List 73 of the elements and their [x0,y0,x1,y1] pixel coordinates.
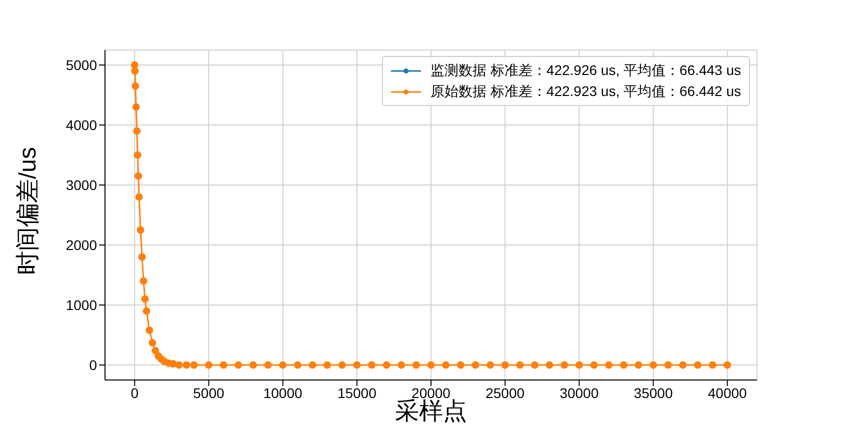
point [279,361,287,369]
point [442,361,450,369]
x-tick-label: 40000 [708,384,748,401]
x-tick-label: 35000 [634,384,673,401]
point [530,361,538,369]
x-tick-label: 0 [130,384,139,401]
point [190,361,198,369]
point [182,361,190,369]
y-tick-label: 0 [89,356,98,373]
point [634,361,642,369]
point [140,277,148,285]
point [132,103,140,111]
point [353,361,361,369]
point [694,361,702,369]
point [294,361,302,369]
x-tick-label: 25000 [486,384,525,401]
point [501,361,509,369]
x-tick-label: 5000 [193,384,225,401]
point [708,361,716,369]
point [141,295,149,303]
point [575,361,583,369]
y-tick-label: 3000 [66,176,98,193]
point [398,361,406,369]
point [249,361,257,369]
legend-label: 监测数据 标准差：422.926 us, 平均值：66.443 us [430,61,741,80]
point [412,361,420,369]
point [204,361,212,369]
y-tick-label: 5000 [66,56,98,73]
point [324,361,332,369]
point [560,361,568,369]
y-tick-label: 2000 [66,236,98,253]
legend-label: 原始数据 标准差：422.923 us, 平均值：66.442 us [430,82,741,101]
point [220,361,228,369]
point [338,361,346,369]
point [136,226,144,234]
y-axis-title: 时间偏差/us [14,146,42,275]
point [234,361,242,369]
x-axis-title: 采样点 [395,398,467,425]
point [152,346,160,354]
point [134,172,142,180]
point [650,361,658,369]
point [724,361,732,369]
point [456,361,464,369]
x-tick-label: 15000 [337,384,377,401]
point [142,307,150,315]
point [382,361,390,369]
x-tick-label: 30000 [560,384,599,401]
point [620,361,628,369]
point [486,361,494,369]
point [148,339,156,347]
point [516,361,524,369]
point [132,82,140,90]
point [546,361,554,369]
point [427,361,435,369]
point [308,361,316,369]
point [472,361,480,369]
point [264,361,272,369]
point [135,193,143,201]
point [368,361,376,369]
point [138,253,146,261]
point [605,361,613,369]
y-tick-label: 4000 [66,116,98,133]
point [664,361,672,369]
point [131,67,139,75]
point [175,361,183,369]
x-tick-label: 10000 [263,384,302,401]
point [130,61,138,69]
point [146,326,154,334]
point [590,361,598,369]
y-tick-label: 1000 [66,296,98,313]
point [134,151,142,159]
point [133,127,141,135]
point [679,361,687,369]
